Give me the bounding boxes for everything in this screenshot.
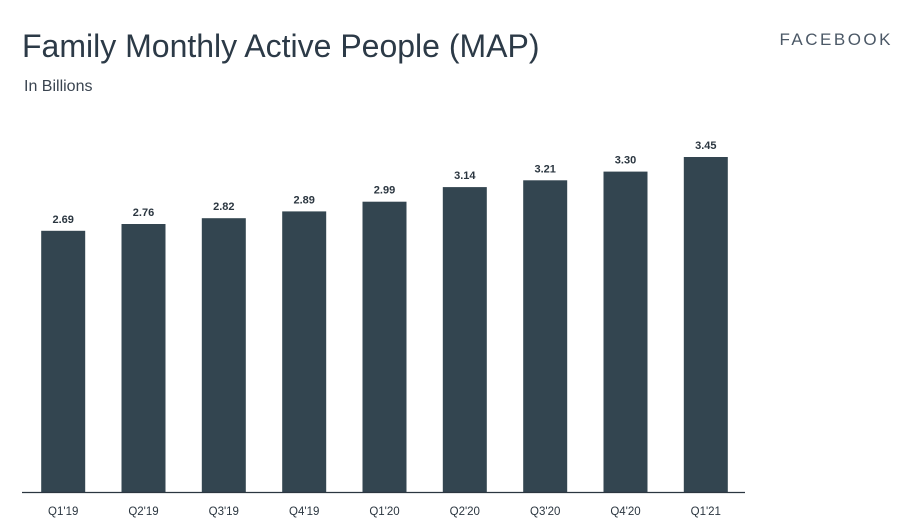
bar	[683, 157, 728, 492]
x-tick-label: Q1'21	[691, 506, 721, 518]
x-tick-label: Q4'20	[610, 506, 640, 518]
bar	[523, 180, 568, 493]
bar	[41, 230, 86, 493]
bar	[121, 224, 166, 492]
x-tick-label: Q4'19	[289, 506, 319, 518]
bar	[603, 171, 648, 492]
x-tick-label: Q1'20	[369, 506, 399, 518]
x-tick-label: Q1'19	[48, 506, 78, 518]
data-label: 3.21	[534, 163, 555, 175]
data-label: 2.89	[293, 194, 314, 206]
data-label: 2.82	[213, 201, 234, 213]
x-tick-label: Q3'19	[209, 506, 239, 518]
data-label: 3.45	[695, 140, 716, 152]
facebook-logo: FACEBOOK	[779, 30, 893, 49]
bar	[362, 201, 407, 492]
x-tick-label: Q2'20	[450, 506, 480, 518]
bar	[282, 211, 327, 492]
bar	[442, 187, 487, 492]
x-tick-label: Q3'20	[530, 506, 560, 518]
chart-subtitle: In Billions	[24, 78, 93, 95]
data-label: 2.76	[133, 207, 154, 219]
data-label: 3.30	[615, 155, 636, 167]
chart-title: Family Monthly Active People (MAP)	[22, 28, 540, 64]
data-label: 2.99	[374, 185, 395, 197]
data-label: 2.69	[52, 214, 73, 226]
bar	[201, 218, 246, 492]
x-tick-label: Q2'19	[128, 506, 158, 518]
data-label: 3.14	[454, 170, 476, 182]
